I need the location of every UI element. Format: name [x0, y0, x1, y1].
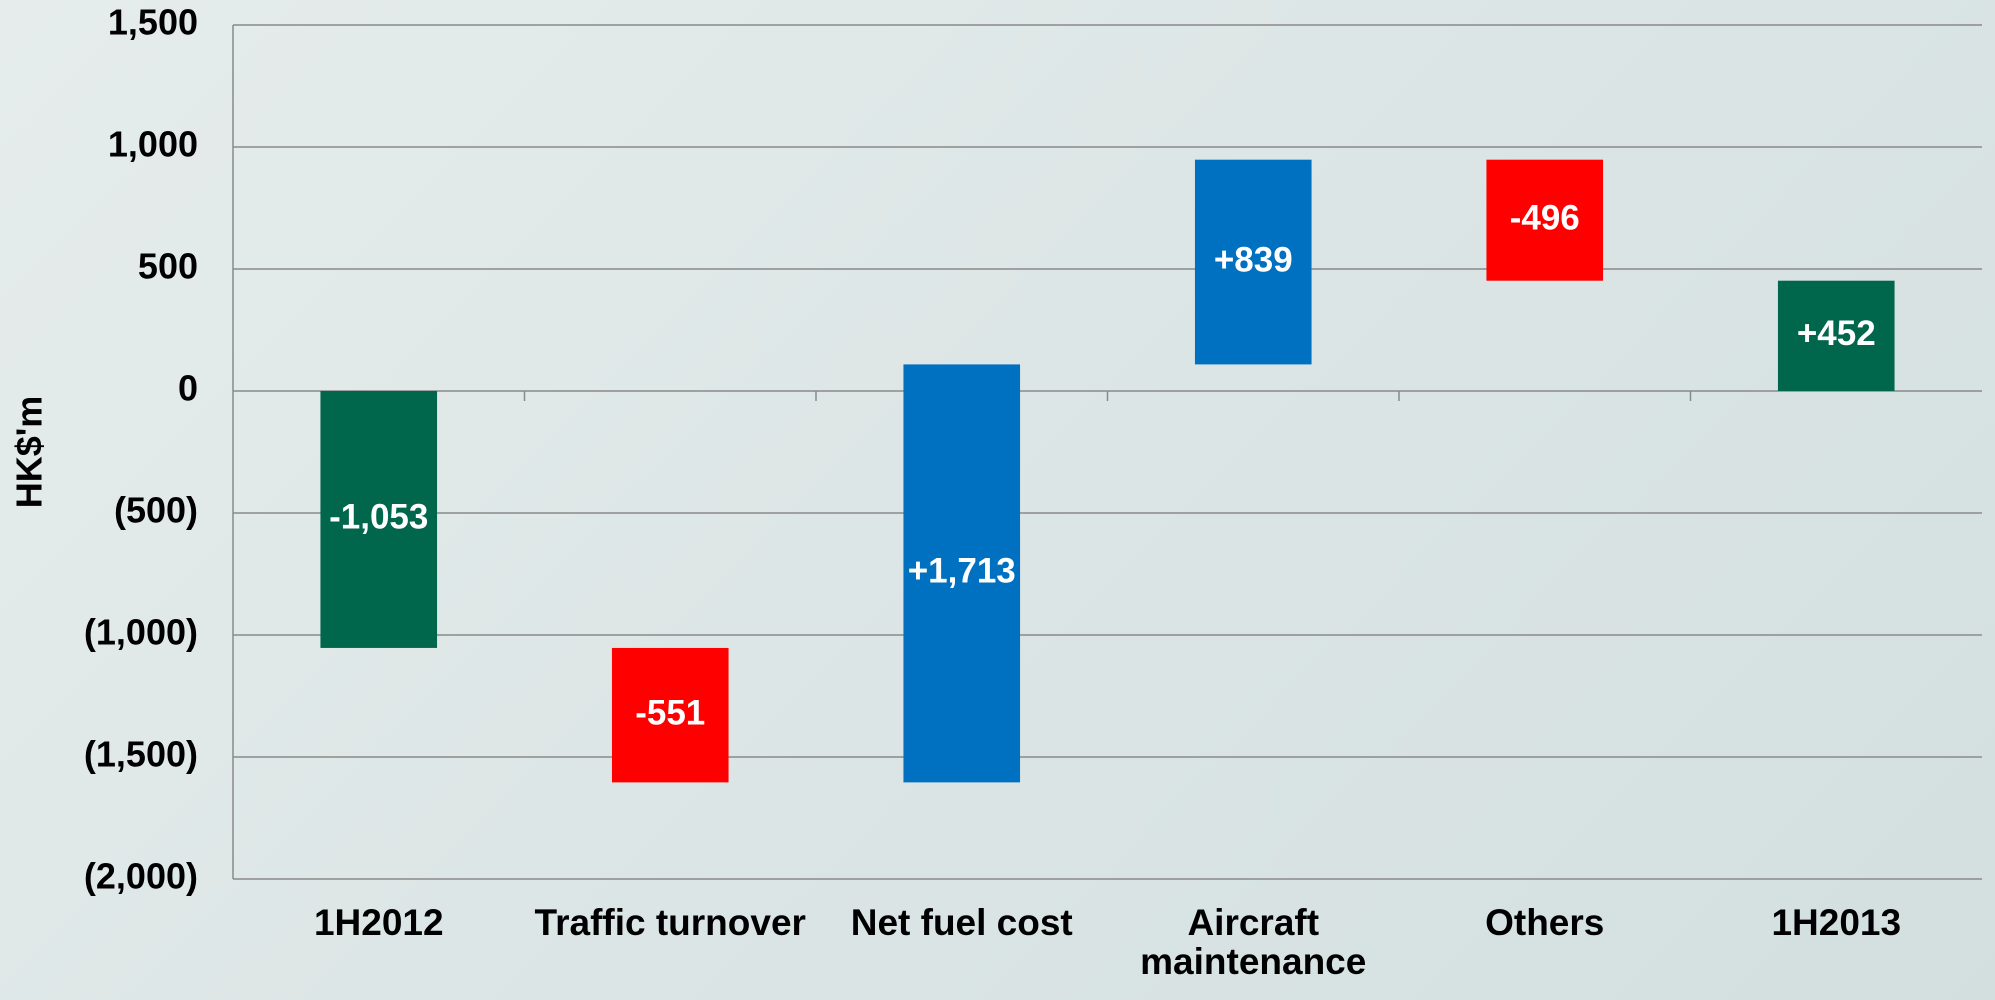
value-label: +839 — [1214, 240, 1293, 279]
y-tick-label: (500) — [114, 490, 198, 531]
bar — [1486, 159, 1604, 281]
value-label: -551 — [635, 693, 705, 732]
value-label: +1,713 — [908, 552, 1016, 591]
value-label: +452 — [1797, 314, 1876, 353]
y-tick-label: (2,000) — [84, 856, 198, 897]
bar — [903, 364, 1021, 783]
bar — [1194, 159, 1312, 365]
x-tick-label-box: Net fuel cost — [850, 904, 1073, 943]
y-tick-label: (1,500) — [84, 734, 198, 775]
x-tick-label: Net fuel cost — [850, 904, 1073, 943]
x-tick-label-box: Others — [1485, 904, 1605, 943]
x-tick-label-box: Aircraft maintenance — [1140, 904, 1367, 982]
x-tick-label: Traffic turnover — [534, 904, 806, 943]
x-tick-label-box: 1H2012 — [313, 904, 444, 943]
bar — [320, 391, 438, 648]
y-tick-label: 1,000 — [108, 124, 198, 165]
y-tick-label: 0 — [178, 368, 198, 409]
x-tick-label: 1H2012 — [313, 904, 444, 943]
value-label: -1,053 — [329, 498, 428, 537]
x-tick-label-box: Traffic turnover — [534, 904, 806, 943]
x-tick-label: Aircraft maintenance — [1140, 904, 1367, 982]
y-tick-label: 500 — [138, 246, 198, 287]
x-tick-label: Others — [1485, 904, 1605, 943]
y-tick-label: (1,000) — [84, 612, 198, 653]
x-tick-label-box: 1H2013 — [1771, 904, 1902, 943]
y-axis-label: HK$'m — [9, 396, 50, 509]
bar — [1777, 280, 1895, 391]
bar — [611, 647, 729, 783]
x-tick-label: 1H2013 — [1771, 904, 1902, 943]
y-tick-label: 1,500 — [108, 2, 198, 43]
value-label: -496 — [1510, 198, 1580, 237]
